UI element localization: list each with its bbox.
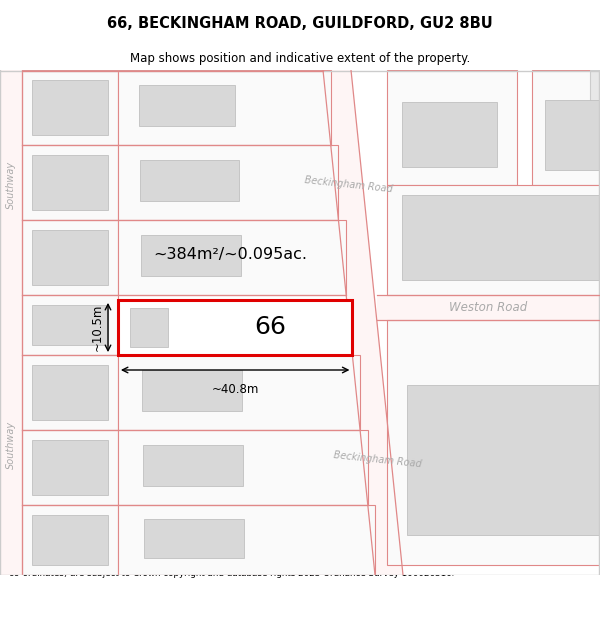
Bar xyxy=(532,70,600,185)
Bar xyxy=(407,385,600,535)
Text: Beckingham Road: Beckingham Road xyxy=(332,451,422,469)
Bar xyxy=(22,295,118,355)
Bar xyxy=(377,295,600,320)
Bar xyxy=(402,102,497,167)
Text: Weston Road: Weston Road xyxy=(449,301,527,314)
Text: Southway: Southway xyxy=(6,421,16,469)
Text: ~40.8m: ~40.8m xyxy=(211,383,259,396)
Bar xyxy=(142,370,242,411)
Bar xyxy=(22,145,118,220)
Bar xyxy=(32,230,108,285)
Bar xyxy=(32,305,108,345)
Text: 66, BECKINGHAM ROAD, GUILDFORD, GU2 8BU: 66, BECKINGHAM ROAD, GUILDFORD, GU2 8BU xyxy=(107,16,493,31)
Bar xyxy=(32,80,108,135)
Bar xyxy=(32,515,108,565)
Bar xyxy=(139,85,235,126)
Bar xyxy=(118,220,346,295)
Text: Southway: Southway xyxy=(6,161,16,209)
Bar xyxy=(32,365,108,420)
Bar xyxy=(118,355,360,430)
Text: 66: 66 xyxy=(254,316,286,339)
Bar xyxy=(118,70,331,145)
Text: Map shows position and indicative extent of the property.: Map shows position and indicative extent… xyxy=(130,52,470,65)
Bar xyxy=(143,445,243,486)
Bar xyxy=(118,145,338,220)
Bar xyxy=(118,505,375,575)
Bar xyxy=(141,235,241,276)
Text: Contains OS data © Crown copyright and database right 2021. This information is : Contains OS data © Crown copyright and d… xyxy=(9,549,580,578)
Bar xyxy=(140,160,239,201)
Polygon shape xyxy=(590,70,600,155)
Bar xyxy=(545,100,600,170)
Bar xyxy=(387,70,517,185)
Bar xyxy=(32,155,108,210)
Bar xyxy=(130,308,168,347)
Bar xyxy=(402,195,600,280)
Bar xyxy=(22,70,118,145)
Bar xyxy=(32,440,108,495)
Bar xyxy=(118,300,352,355)
Polygon shape xyxy=(323,70,403,575)
Bar xyxy=(387,185,600,295)
Text: ~10.5m: ~10.5m xyxy=(91,304,104,351)
Bar xyxy=(22,430,118,505)
Bar xyxy=(22,505,118,575)
Bar xyxy=(22,220,118,295)
Text: Beckingham Road: Beckingham Road xyxy=(304,176,394,194)
Bar xyxy=(118,430,368,505)
Bar xyxy=(387,320,600,565)
Bar xyxy=(0,70,22,575)
Text: ~384m²/~0.095ac.: ~384m²/~0.095ac. xyxy=(153,248,307,262)
Bar xyxy=(22,355,118,430)
Bar xyxy=(144,519,244,558)
